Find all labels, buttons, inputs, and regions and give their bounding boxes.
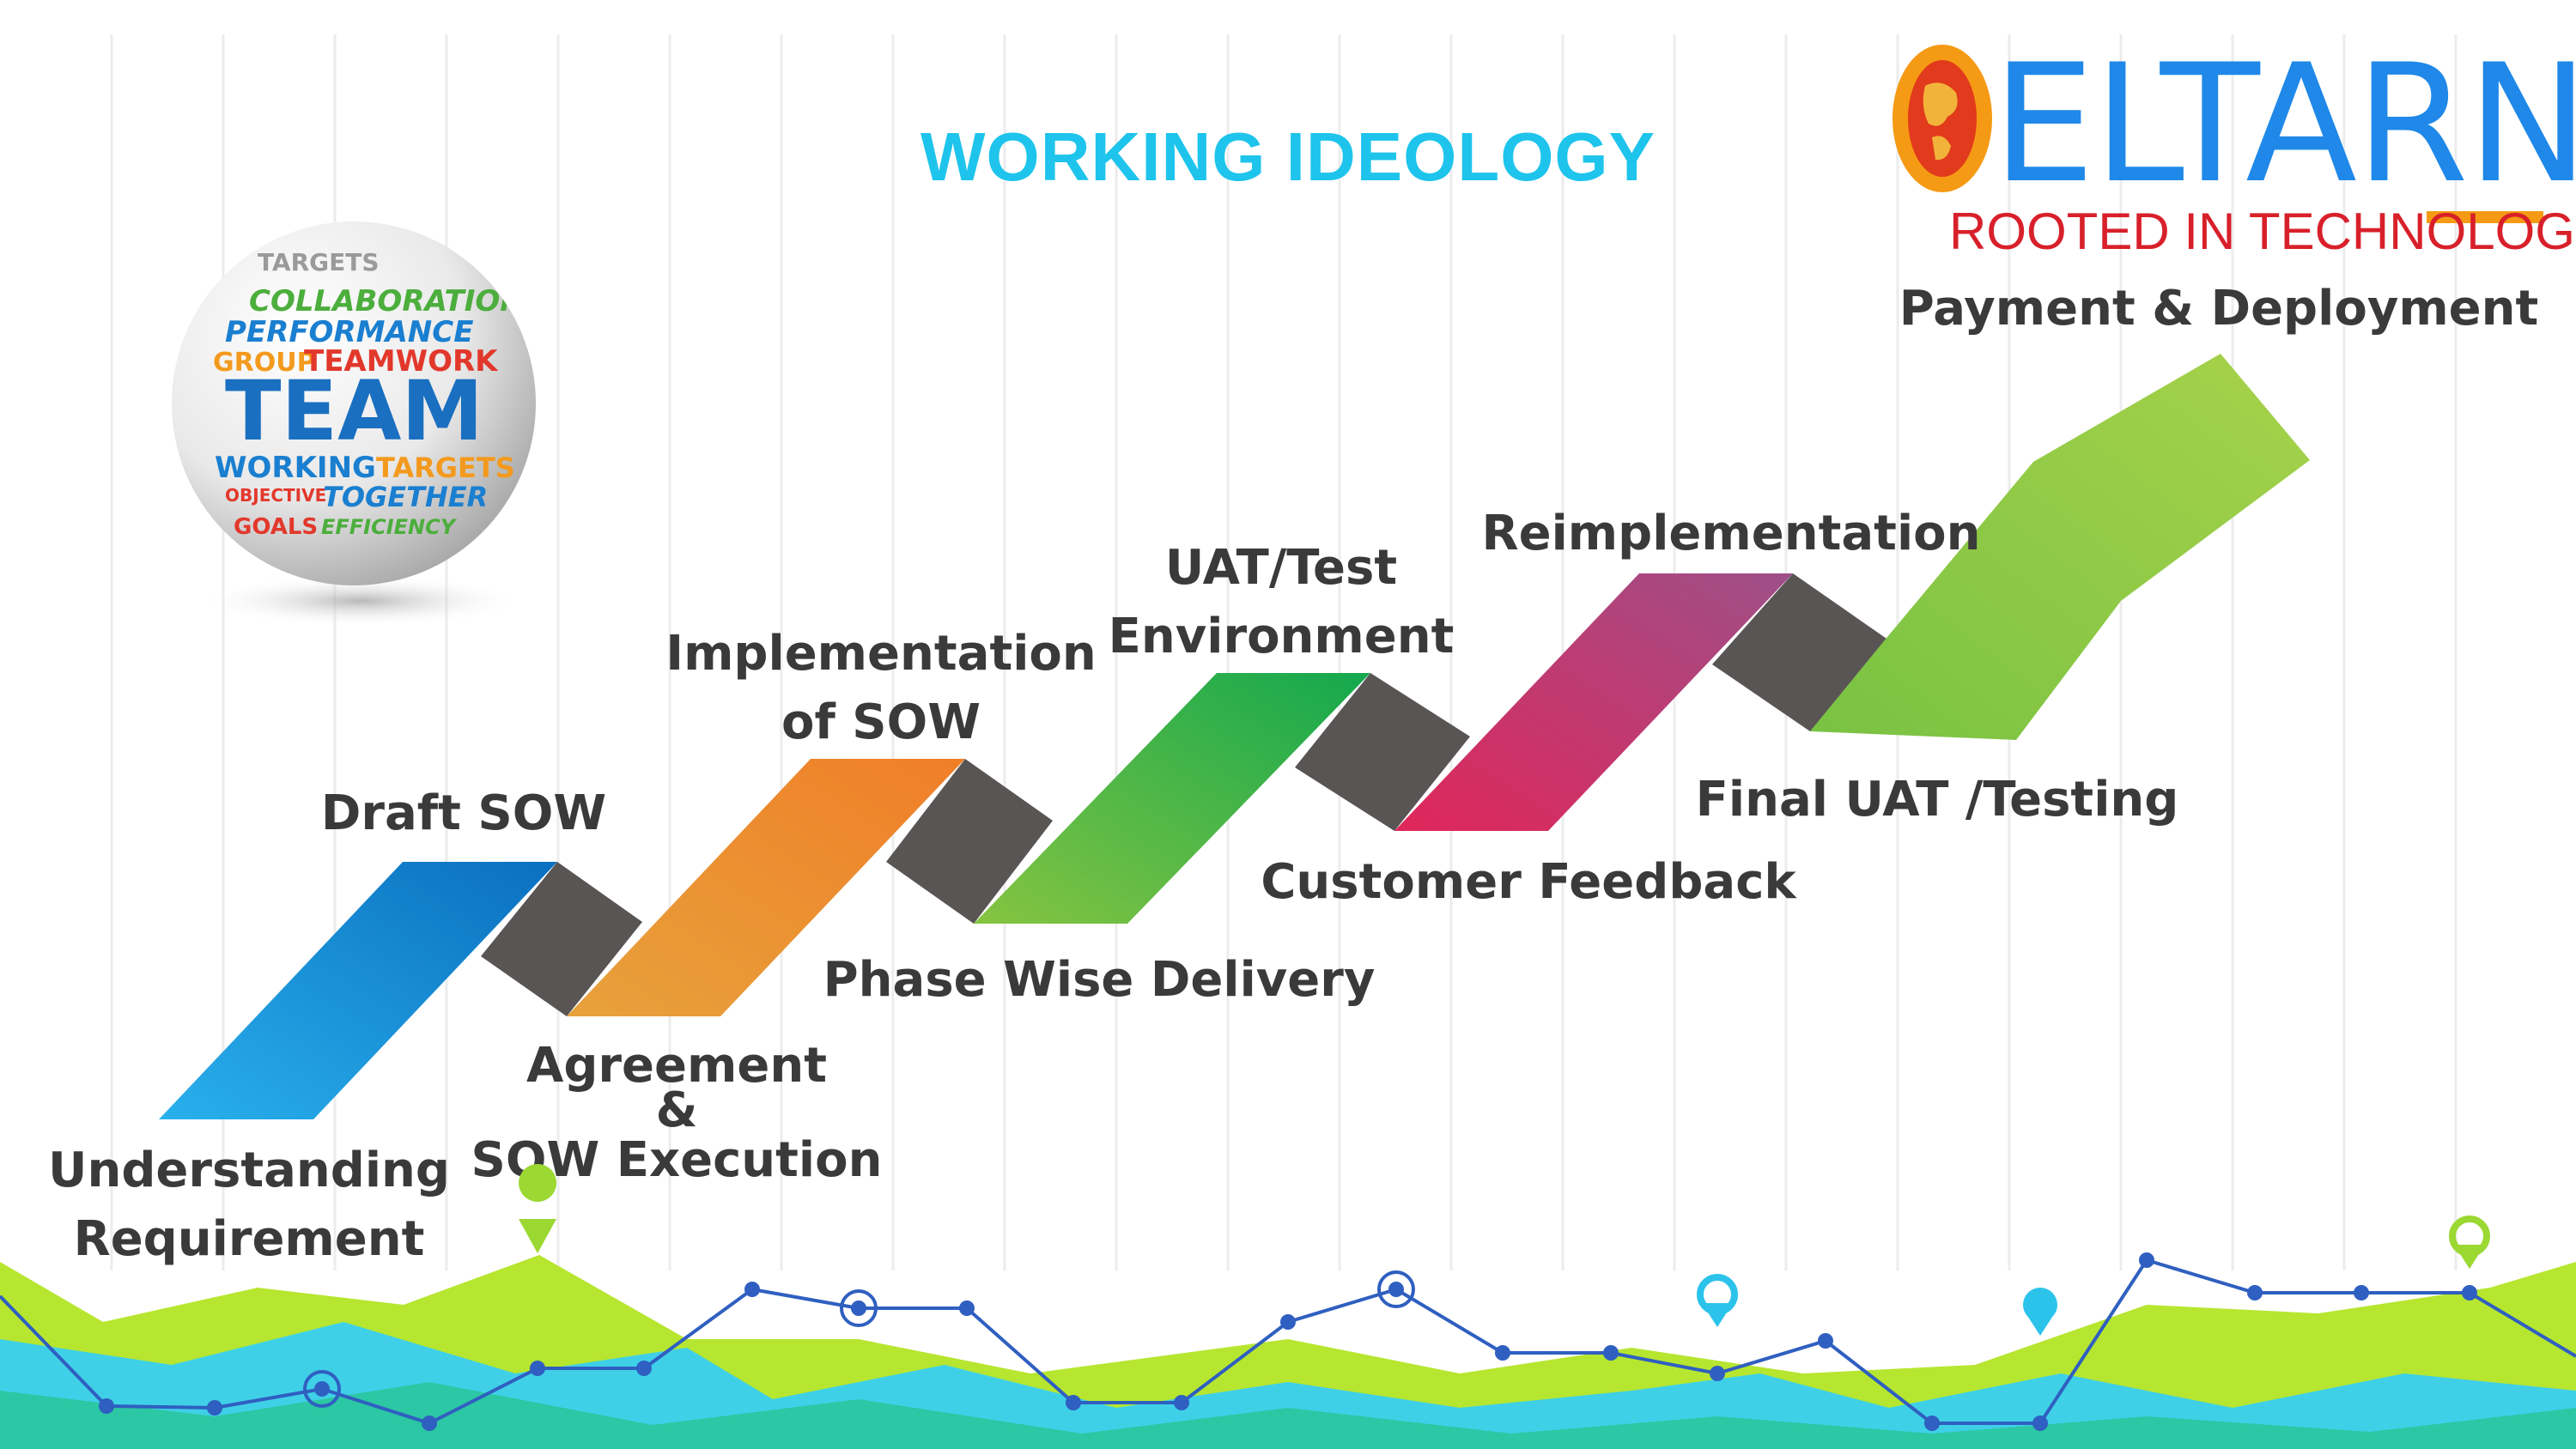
sphere-word: TEAM (225, 363, 483, 459)
team-word-sphere: TARGETS COLLABORATION PERFORMANCE GROUP … (172, 221, 536, 627)
sphere-word: WORKING (215, 451, 376, 485)
step-label-implementation: Implementation (665, 626, 1097, 682)
sphere-word: GOALS (234, 514, 318, 540)
step-label-draft-sow: Draft SOW (321, 785, 606, 841)
map-pin-icons (519, 1164, 2490, 1336)
map-pin-icon (519, 1164, 557, 1253)
step-segment-blue (159, 862, 557, 1119)
globe-logo-icon (1893, 45, 1992, 192)
map-pin-icon (2449, 1216, 2490, 1269)
step-label-final-uat: Final UAT /Testing (1696, 772, 2179, 828)
sphere-word: GROUP (213, 348, 316, 378)
step-connectors (481, 573, 1889, 1016)
step-label-phase-wise-delivery: Phase Wise Delivery (823, 952, 1376, 1008)
final-arrow (1810, 354, 2310, 740)
logo-tagline: ROOTED IN TECHNOLOGY (1949, 203, 2576, 260)
company-logo: ELTARNET ROOTED IN TECHNOLOGY (1893, 29, 2576, 260)
decorative-wave-band (0, 1255, 2576, 1449)
map-pin-icon (1697, 1274, 1738, 1327)
sphere-word: TEAMWORK (304, 344, 499, 379)
logo-underline (2427, 211, 2543, 223)
decorative-line-graph (0, 1252, 2576, 1431)
sphere-word: TARGETS (258, 248, 380, 276)
step-label-ampersand: & (656, 1082, 698, 1138)
step-labels: Understanding Requirement Draft SOW Agre… (48, 281, 2538, 1267)
step-label-understanding: Understanding (48, 1143, 450, 1198)
step-label-agreement: Agreement (526, 1038, 827, 1094)
sphere-word: EFFICIENCY (321, 515, 458, 539)
sphere-word: TARGETS (376, 452, 515, 484)
step-segment-green (974, 673, 1370, 924)
step-label-payment-deployment: Payment & Deployment (1899, 281, 2539, 336)
step-label-customer-feedback: Customer Feedback (1261, 854, 1797, 910)
step-label-environment: Environment (1109, 609, 1455, 664)
sphere-word: TOGETHER (323, 481, 488, 513)
map-pin-icon (2023, 1288, 2057, 1336)
logo-wordmark: ELTARNET (1992, 29, 2576, 219)
sphere-word: OBJECTIVE (225, 485, 326, 506)
step-label-of-sow: of SOW (781, 694, 981, 750)
step-label-uat-test: UAT/Test (1165, 540, 1397, 596)
step-label-reimplementation: Reimplementation (1482, 506, 1981, 561)
sphere-word: COLLABORATION (249, 284, 525, 318)
page-title: WORKING IDEOLOGY (920, 118, 1656, 195)
sphere-word: PERFORMANCE (225, 315, 473, 349)
step-segment-magenta (1394, 573, 1793, 831)
step-segment-orange (567, 759, 965, 1016)
step-label-requirement: Requirement (74, 1211, 425, 1267)
